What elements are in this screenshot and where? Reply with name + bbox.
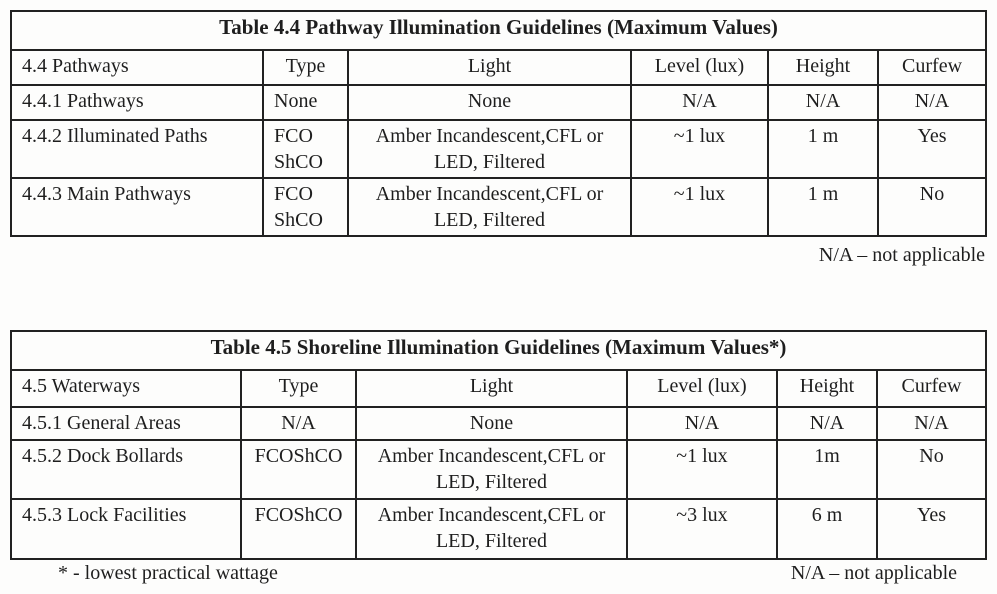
column-header-height: Height: [776, 369, 878, 408]
table-4-4: Table 4.4 Pathway Illumination Guideline…: [9, 10, 988, 237]
row-label: 4.5.3 Lock Facilities: [10, 498, 242, 560]
table-4-4-title: Table 4.4 Pathway Illumination Guideline…: [9, 10, 988, 51]
table-4-4-header-row: 4.4 Pathways Type Light Level (lux) Heig…: [10, 49, 988, 86]
type-line: N/A: [281, 412, 316, 434]
row-label: 4.4.3 Main Pathways: [10, 177, 264, 237]
column-header-curfew: Curfew: [876, 49, 988, 86]
type-cell: FCOShCO: [240, 439, 357, 500]
light-line: Amber Incandescent,: [375, 183, 546, 205]
column-header-height: Height: [767, 49, 879, 86]
table-4-5: Table 4.5 Shoreline Illumination Guideli…: [9, 330, 988, 560]
type-line: None: [274, 90, 318, 112]
light-line: CFL or LED, Filtered: [433, 183, 604, 231]
type-cell: None: [262, 84, 349, 121]
column-header-light: Light: [355, 369, 628, 408]
table-row: 4.4.3 Main Pathways FCO ShCO Amber Incand…: [10, 177, 988, 237]
level-cell: ~3 lux: [626, 498, 778, 560]
light-line: Amber Incandescent,: [377, 504, 548, 526]
light-line: CFL or LED, Filtered: [435, 445, 606, 493]
row-label: 4.4.1 Pathways: [10, 84, 264, 121]
column-header-curfew: Curfew: [875, 369, 988, 408]
table-4-4-title-row: Table 4.4 Pathway Illumination Guideline…: [9, 10, 988, 51]
height-cell: N/A: [767, 84, 879, 121]
row-label: 4.5.2 Dock Bollards: [10, 439, 242, 500]
footnote-not-applicable: N/A – not applicable: [790, 562, 957, 584]
type-line: FCO: [254, 504, 294, 526]
light-cell: None: [355, 406, 628, 441]
level-cell: ~1 lux: [630, 119, 769, 179]
height-cell: 1m: [776, 439, 878, 500]
curfew-cell: No: [875, 439, 988, 500]
table-4-5-footnotes: * - lowest practical wattage N/A – not a…: [10, 562, 985, 585]
column-header-waterways: 4.5 Waterways: [10, 369, 242, 408]
type-line: FCO: [274, 183, 313, 205]
light-line: Amber Incandescent,: [375, 125, 546, 147]
column-header-level: Level (lux): [626, 369, 778, 408]
light-line: CFL or LED, Filtered: [433, 125, 604, 173]
table-row: 4.5.3 Lock Facilities FCOShCO Amber Inca…: [10, 498, 988, 560]
level-cell: ~1 lux: [630, 177, 769, 237]
curfew-cell: N/A: [876, 84, 988, 121]
table-4-5-title-row: Table 4.5 Shoreline Illumination Guideli…: [9, 330, 988, 371]
level-cell: ~1 lux: [626, 439, 778, 500]
row-label: 4.4.2 Illuminated Paths: [10, 119, 264, 179]
height-cell: 1 m: [767, 119, 879, 179]
table-row: 4.4.1 Pathways None None N/A N/A N/A: [10, 84, 988, 121]
footnote-not-applicable: N/A – not applicable: [818, 244, 985, 266]
type-cell: FCO ShCO: [262, 119, 349, 179]
table-row: 4.5.2 Dock Bollards FCOShCO Amber Incand…: [10, 439, 988, 500]
light-cell: None: [347, 84, 632, 121]
column-header-type: Type: [240, 369, 357, 408]
level-cell: N/A: [626, 406, 778, 441]
type-line: ShCO: [274, 151, 323, 173]
type-line: ShCO: [293, 504, 343, 526]
type-line: FCO: [274, 125, 313, 147]
light-line: None: [467, 90, 512, 112]
light-cell: Amber Incandescent,CFL or LED, Filtered: [355, 498, 628, 560]
table-4-5-title: Table 4.5 Shoreline Illumination Guideli…: [9, 330, 988, 371]
level-cell: N/A: [630, 84, 769, 121]
type-cell: FCO ShCO: [262, 177, 349, 237]
column-header-pathways: 4.4 Pathways: [10, 49, 264, 86]
light-line: CFL or LED, Filtered: [435, 504, 606, 552]
column-header-level: Level (lux): [630, 49, 769, 86]
light-cell: Amber Incandescent,CFL or LED, Filtered: [347, 119, 632, 179]
table-row: 4.4.2 Illuminated Paths FCO ShCO Amber In…: [10, 119, 988, 179]
type-line: ShCO: [293, 445, 343, 467]
light-line: Amber Incandescent,: [377, 445, 548, 467]
type-cell: FCOShCO: [240, 498, 357, 560]
curfew-cell: Yes: [875, 498, 988, 560]
type-cell: N/A: [240, 406, 357, 441]
height-cell: N/A: [776, 406, 878, 441]
column-header-type: Type: [262, 49, 349, 86]
curfew-cell: No: [876, 177, 988, 237]
type-line: ShCO: [274, 209, 323, 231]
column-header-light: Light: [347, 49, 632, 86]
light-cell: Amber Incandescent,CFL or LED, Filtered: [355, 439, 628, 500]
height-cell: 6 m: [776, 498, 878, 560]
table-row: 4.5.1 General Areas N/A None N/A N/A N/A: [10, 406, 988, 441]
type-line: FCO: [254, 445, 294, 467]
row-label: 4.5.1 General Areas: [10, 406, 242, 441]
curfew-cell: N/A: [875, 406, 988, 441]
curfew-cell: Yes: [876, 119, 988, 179]
light-line: None: [469, 412, 514, 434]
footnote-lowest-wattage: * - lowest practical wattage: [58, 562, 278, 584]
light-cell: Amber Incandescent,CFL or LED, Filtered: [347, 177, 632, 237]
height-cell: 1 m: [767, 177, 879, 237]
table-4-5-header-row: 4.5 Waterways Type Light Level (lux) Hei…: [10, 369, 988, 408]
